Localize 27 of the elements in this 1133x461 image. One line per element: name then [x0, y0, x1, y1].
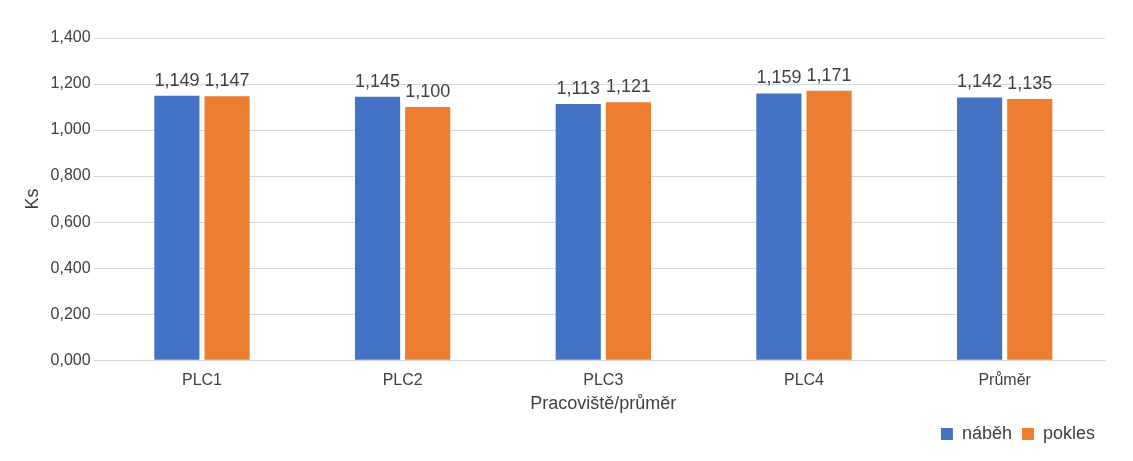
y-tick-label: 0,400 — [50, 258, 91, 276]
data-label: 1,147 — [204, 70, 250, 91]
x-axis-title: Pracoviště/průměr — [530, 393, 677, 414]
x-tick-label: PLC1 — [181, 371, 223, 389]
data-label: 1,149 — [154, 69, 200, 90]
x-tick-label: Průměr — [978, 371, 1032, 389]
data-label: 1,100 — [405, 81, 451, 102]
x-tick-label: PLC2 — [382, 371, 423, 389]
y-axis-title: Ks — [21, 188, 42, 210]
data-label: 1,135 — [1007, 72, 1053, 93]
data-label: 1,145 — [355, 70, 401, 91]
legend-label: pokles — [1042, 422, 1095, 443]
x-tick-label: PLC3 — [583, 371, 624, 389]
data-label: 1,159 — [756, 67, 802, 88]
y-tick-label: 0,200 — [50, 304, 91, 322]
x-tick-label: PLC4 — [783, 371, 825, 389]
y-tick-label: 1,200 — [50, 74, 91, 92]
y-tick-label: 0,000 — [50, 350, 91, 368]
y-tick-label: 0,800 — [50, 166, 91, 184]
y-tick-label: 1,400 — [50, 28, 91, 46]
data-label: 1,113 — [556, 78, 601, 99]
y-tick-label: 0,600 — [50, 212, 91, 230]
data-label: 1,142 — [957, 71, 1003, 92]
y-tick-label: 1,000 — [50, 120, 91, 138]
legend-label: náběh — [961, 422, 1012, 443]
data-label: 1,171 — [806, 64, 852, 85]
data-label: 1,121 — [605, 76, 651, 97]
